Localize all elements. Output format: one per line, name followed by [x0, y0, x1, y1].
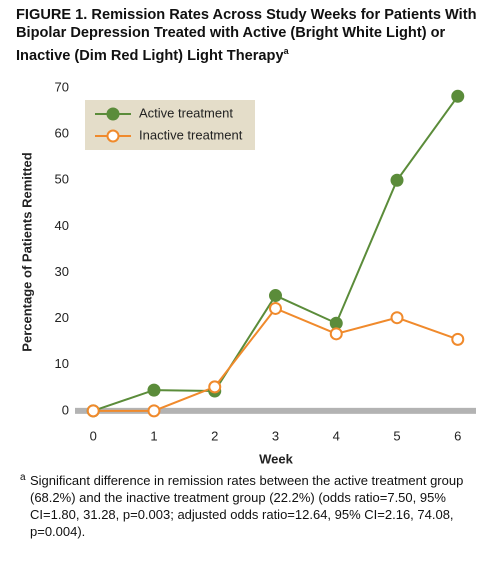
legend-marker	[106, 107, 120, 121]
footnote-block: a Significant difference in remission rat…	[20, 472, 490, 540]
chart-title: FIGURE 1. Remission Rates Across Study W…	[16, 7, 477, 64]
legend-label: Active treatment	[139, 105, 233, 120]
series-point	[329, 327, 343, 341]
x-tick-label: 1	[150, 428, 157, 443]
x-tick-label: 6	[454, 428, 461, 443]
y-tick-label: 20	[55, 310, 69, 325]
y-tick-label: 30	[55, 264, 69, 279]
series-point	[147, 404, 161, 418]
series-point	[451, 89, 465, 103]
y-tick-label: 0	[62, 402, 69, 417]
series-point	[86, 404, 100, 418]
x-tick-label: 5	[393, 428, 400, 443]
y-axis-label: Percentage of Patients Remitted	[19, 152, 34, 351]
baseline	[75, 407, 476, 414]
series-point	[390, 311, 404, 325]
footnote-marker: a	[20, 472, 26, 483]
series-point	[269, 301, 282, 315]
x-tick-label: 2	[211, 428, 218, 443]
y-tick-label: 40	[55, 218, 69, 233]
series-point	[451, 332, 465, 346]
y-tick-label: 10	[55, 356, 69, 371]
x-axis-label: Week	[259, 451, 293, 465]
y-tick-label: 60	[55, 126, 69, 141]
x-tick-label: 3	[272, 428, 279, 443]
footnote: Significant difference in remission rate…	[30, 473, 464, 539]
legend-marker	[106, 129, 120, 143]
title-marker: a	[283, 46, 289, 56]
series-point	[269, 289, 282, 303]
series-point	[390, 173, 404, 187]
legend-label: Inactive treatment	[139, 127, 243, 142]
series-line	[93, 307, 459, 412]
x-tick-label: 4	[333, 428, 340, 443]
chart-title-block: FIGURE 1. Remission Rates Across Study W…	[16, 6, 486, 65]
y-tick-label: 70	[55, 79, 69, 94]
series-point	[147, 383, 161, 397]
chart: Week Percentage of Patients Remitted 010…	[19, 79, 476, 465]
series-point	[329, 316, 343, 330]
series-point	[208, 380, 222, 394]
x-tick-label: 0	[90, 428, 97, 443]
y-tick-label: 50	[55, 172, 69, 187]
